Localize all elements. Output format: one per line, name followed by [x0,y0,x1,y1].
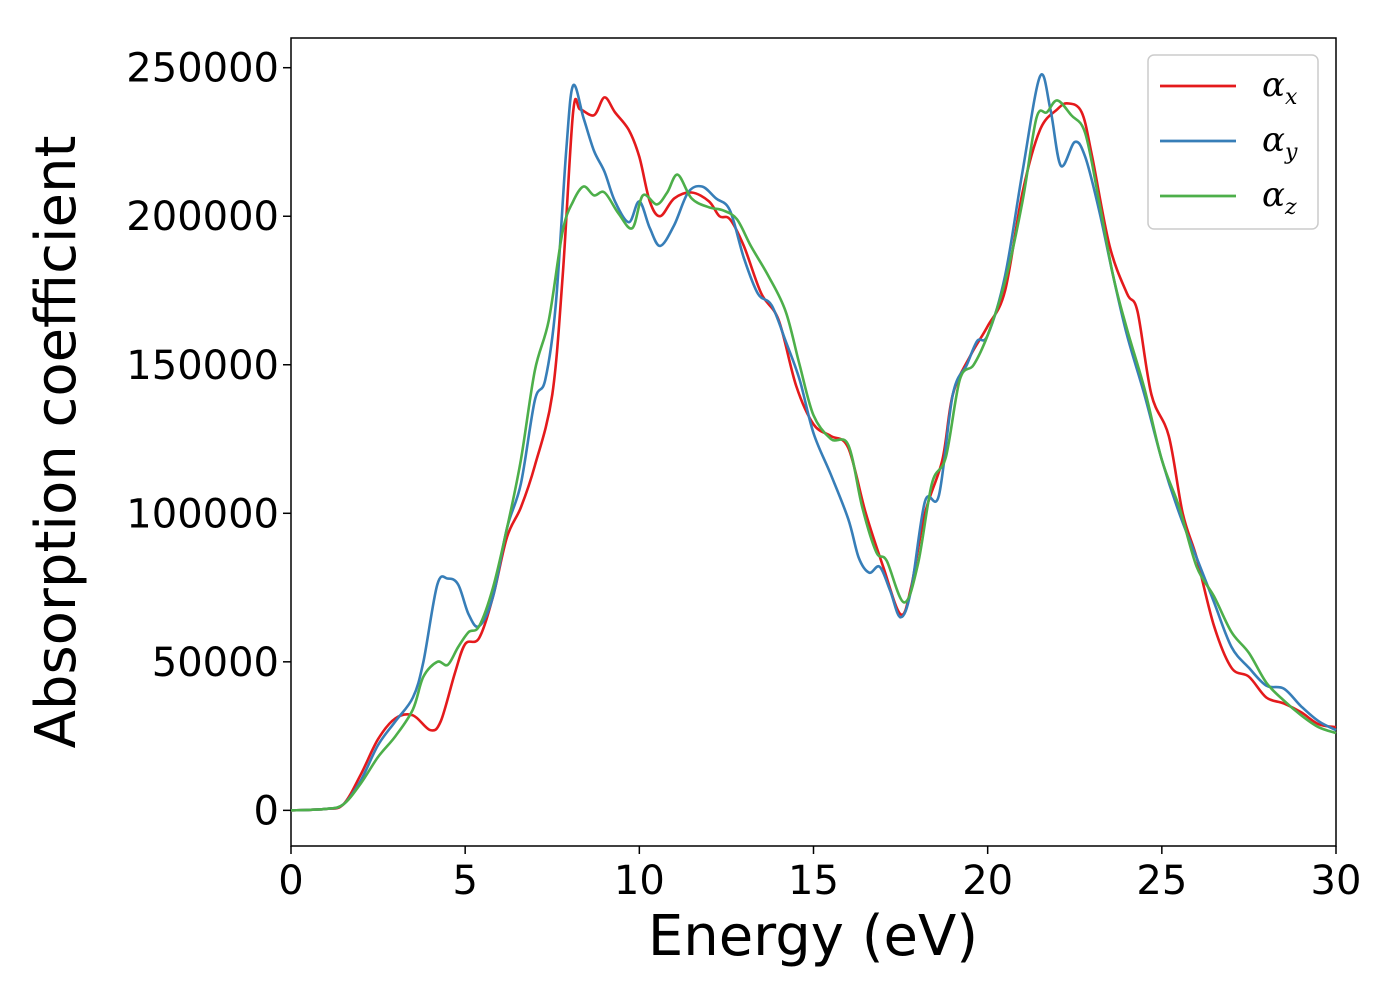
x-tick-label: 5 [452,858,477,904]
x-tick-label: 20 [962,858,1013,904]
series-layer [290,73,1337,812]
y-tick-label: 200000 [126,194,279,240]
y-tick-label: 50000 [152,640,279,686]
series-line-z [290,99,1337,812]
legend: αx αy αz [1147,54,1319,230]
x-axis-ticks: 0 5 10 15 20 25 30 [278,846,1361,904]
y-tick-label: 0 [254,788,279,834]
legend-label-y: αy [1262,120,1298,165]
y-axis-title: Absorption coefficient [24,136,89,749]
x-axis-title: Energy (eV) [648,904,978,969]
legend-label-x: αx [1262,65,1298,110]
x-tick-label: 0 [278,858,303,904]
x-tick-label: 10 [614,858,665,904]
x-tick-label: 25 [1136,858,1187,904]
x-tick-label: 15 [788,858,839,904]
legend-label-z: αz [1262,175,1297,220]
y-axis-ticks: 0 50000 100000 150000 200000 250000 [126,46,291,834]
y-tick-label: 250000 [126,46,279,92]
x-tick-label: 30 [1311,858,1362,904]
y-tick-label: 150000 [126,343,279,389]
y-tick-label: 100000 [126,491,279,537]
